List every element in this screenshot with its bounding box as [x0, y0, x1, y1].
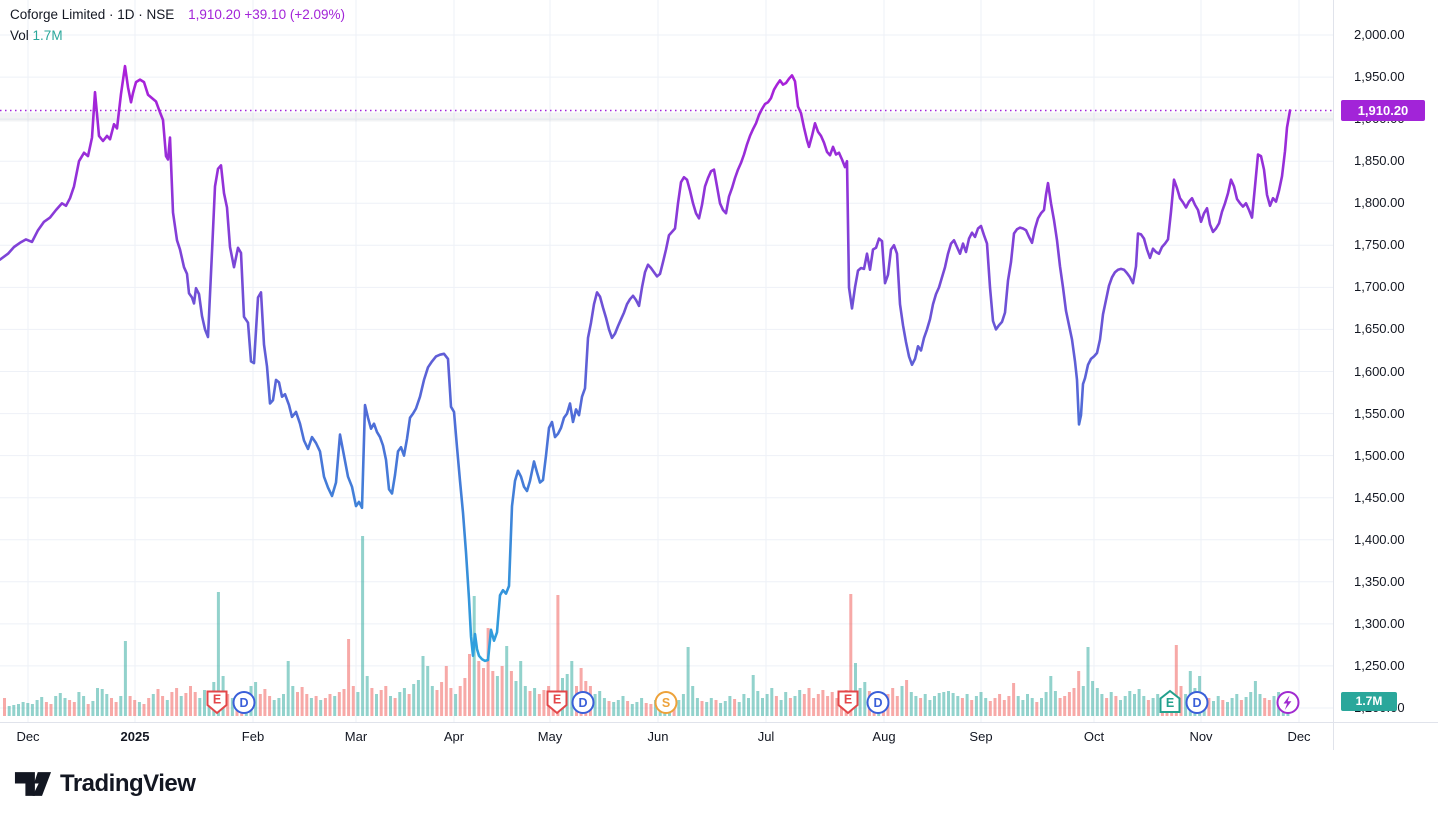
month-label: 2025 [120, 729, 150, 744]
time-axis[interactable]: Dec 2025 Feb Mar Apr May Jun Jul Aug Sep Oct Nov Dec [0, 722, 1438, 753]
y-axis-label: 1,550.00 [1354, 405, 1405, 421]
month-label: Sep [969, 729, 993, 744]
month-label: May [537, 729, 563, 744]
month-label: Apr [443, 729, 465, 744]
price-axis[interactable]: 2,000.001,950.001,900.001,850.001,800.00… [1333, 0, 1438, 750]
event-marker-latest-event[interactable] [1275, 688, 1301, 722]
month-label: Dec [1287, 729, 1311, 744]
y-axis-label: 1,650.00 [1354, 321, 1405, 337]
y-axis-label: 1,400.00 [1354, 531, 1405, 547]
last-price-badge: 1,910.20 [1341, 100, 1425, 122]
month-label: Oct [1083, 729, 1105, 744]
month-label: Feb [241, 729, 265, 744]
tradingview-logo-text[interactable]: TradingView [60, 770, 196, 797]
event-marker-earnings[interactable]: E [204, 688, 230, 722]
y-axis-label: 1,750.00 [1354, 237, 1405, 253]
y-axis-label: 1,850.00 [1354, 153, 1405, 169]
svg-text:S: S [662, 696, 670, 710]
volume-label: Vol [10, 28, 29, 43]
tradingview-footer: TradingView [14, 770, 196, 798]
y-axis-label: 2,000.00 [1354, 27, 1405, 42]
y-axis-label: 1,700.00 [1354, 279, 1405, 295]
last-price-value: 1,910.20 [188, 7, 241, 22]
volume-value: 1.7M [32, 28, 63, 43]
y-axis-label: 1,600.00 [1354, 363, 1405, 379]
month-label: Nov [1189, 729, 1213, 744]
event-marker-dividends[interactable]: D [865, 688, 891, 722]
price-chart-pane[interactable]: Coforge Limited · 1D · NSE 1,910.20 +39.… [0, 0, 1333, 722]
svg-text:D: D [239, 696, 248, 710]
chart-canvas[interactable] [0, 0, 1333, 722]
svg-text:D: D [1192, 696, 1201, 710]
svg-text:D: D [873, 696, 882, 710]
svg-text:E: E [1166, 696, 1174, 710]
event-marker-earnings-upcoming[interactable]: E [1157, 688, 1183, 722]
svg-text:E: E [213, 693, 221, 707]
legend-row-volume: Vol 1.7M [10, 26, 345, 46]
price-change-value: +39.10 (+2.09%) [244, 7, 345, 22]
month-label: Mar [344, 729, 368, 744]
month-label: Jul [757, 729, 775, 744]
y-axis-label: 1,800.00 [1354, 195, 1405, 211]
chart-legend: Coforge Limited · 1D · NSE 1,910.20 +39.… [10, 5, 345, 46]
symbol-title[interactable]: Coforge Limited · 1D · NSE [10, 7, 175, 22]
event-marker-earnings[interactable]: E [544, 688, 570, 722]
y-axis-label: 1,350.00 [1354, 573, 1405, 589]
event-marker-dividends[interactable]: D [231, 688, 257, 722]
svg-text:E: E [553, 693, 561, 707]
event-marker-dividends[interactable]: D [570, 688, 596, 722]
event-marker-earnings[interactable]: E [835, 688, 861, 722]
month-label: Jun [647, 729, 669, 744]
volume-badge: 1.7M [1341, 692, 1397, 711]
y-axis-label: 1,500.00 [1354, 447, 1405, 463]
month-label: Dec [16, 729, 40, 744]
month-label: Aug [872, 729, 896, 744]
legend-row-symbol: Coforge Limited · 1D · NSE 1,910.20 +39.… [10, 5, 345, 25]
tradingview-logo-icon[interactable] [14, 771, 52, 798]
y-axis-label: 1,250.00 [1354, 657, 1405, 673]
event-marker-splits[interactable]: S [653, 688, 679, 722]
y-axis-label: 1,300.00 [1354, 615, 1405, 631]
y-axis-label: 1,450.00 [1354, 489, 1405, 505]
y-axis-label: 1,950.00 [1354, 69, 1405, 85]
event-marker-dividends[interactable]: D [1184, 688, 1210, 722]
svg-text:D: D [578, 696, 587, 710]
svg-text:E: E [844, 693, 852, 707]
